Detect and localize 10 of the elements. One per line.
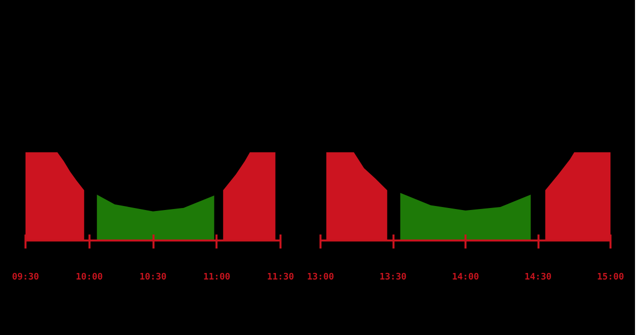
x-tick-label: 13:30 xyxy=(379,272,407,282)
x-tick-label: 11:00 xyxy=(203,272,230,282)
x-tick-label: 10:00 xyxy=(76,272,103,282)
x-tick-label: 13:00 xyxy=(306,272,334,282)
x-tick-label: 10:30 xyxy=(139,272,167,282)
x-tick-label: 11:30 xyxy=(266,272,294,282)
x-tick-label: 14:00 xyxy=(452,272,480,282)
x-tick-label: 15:00 xyxy=(596,272,624,282)
x-tick-label: 09:30 xyxy=(12,272,40,282)
x-tick-label: 14:30 xyxy=(524,272,552,282)
